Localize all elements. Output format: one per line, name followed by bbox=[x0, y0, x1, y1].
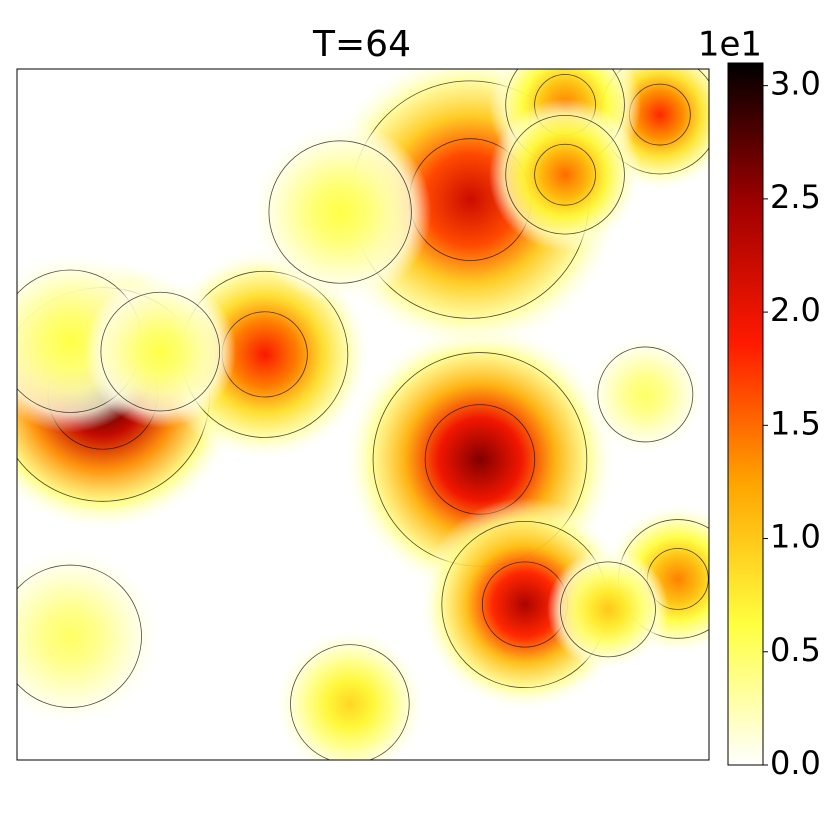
contour-line bbox=[100, 291, 221, 412]
colorbar-tick-label: 2.5 bbox=[770, 178, 821, 216]
heat-blob bbox=[17, 544, 162, 728]
contour-line bbox=[268, 140, 412, 284]
colorbar-offset: 1e1 bbox=[698, 25, 762, 65]
heatmap bbox=[17, 69, 709, 760]
colorbar-tick-label: 1.0 bbox=[770, 518, 821, 556]
contour-line bbox=[560, 561, 656, 658]
colorbar-tick-label: 0.5 bbox=[770, 631, 821, 669]
heat-blob bbox=[84, 275, 237, 428]
colorbar bbox=[727, 62, 764, 766]
heat-blob bbox=[547, 548, 669, 671]
heat-blob bbox=[248, 120, 432, 304]
heat-blob bbox=[488, 98, 642, 251]
chart-title: T=64 bbox=[312, 24, 411, 65]
colorbar-tick-label: 0.0 bbox=[770, 744, 821, 782]
colorbar-tick-label: 2.0 bbox=[770, 291, 821, 329]
contour-line bbox=[505, 114, 625, 235]
colorbar-tick-label: 3.0 bbox=[770, 65, 821, 103]
contour-line bbox=[17, 564, 142, 708]
heat-blob bbox=[584, 333, 707, 456]
heat-blob bbox=[273, 627, 426, 760]
contour-line bbox=[534, 143, 596, 206]
plot-frame bbox=[16, 68, 710, 761]
contour-line bbox=[597, 346, 694, 443]
contour-line bbox=[290, 644, 410, 760]
colorbar-tick-label: 1.5 bbox=[770, 404, 821, 442]
